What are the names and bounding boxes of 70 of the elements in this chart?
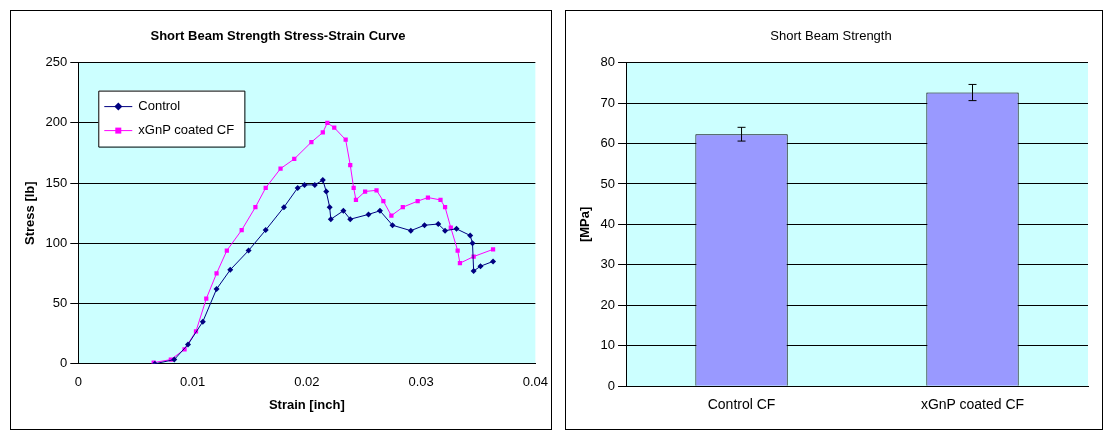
y-tick-label: 50 [600,175,616,191]
point [253,205,258,210]
y-tick-label: 30 [600,256,616,272]
x-tick-label: 0.01 [179,374,206,390]
chart-title: Short Beam Strength [770,28,892,44]
y-tick-label: 60 [600,135,616,151]
point [326,204,333,211]
y-axis-title: Stress [lb] [22,181,38,245]
point [294,184,301,191]
point [469,240,476,247]
point [278,166,283,171]
point [490,258,497,265]
point [347,216,354,223]
point [245,247,252,254]
y-tick-label: 250 [45,54,68,70]
y-tick-label: 10 [600,337,616,353]
point [442,227,449,234]
point [184,341,191,348]
legend-label: Control [138,98,181,114]
point [199,318,206,325]
point [438,197,443,203]
point [376,207,383,214]
y-tick-label: 40 [600,215,616,231]
y-tick-label: 100 [45,234,68,250]
y-tick-label: 150 [45,174,68,190]
legend-label: xGnP coated CF [138,122,235,138]
point [365,211,372,218]
point [280,204,287,211]
point [477,263,484,270]
point [319,177,326,184]
point [227,266,234,273]
point [224,248,229,253]
point [435,221,442,228]
point [407,227,414,234]
x-tick-label: 0.04 [522,374,549,390]
y-tick-label: 80 [600,54,616,70]
point [311,181,318,188]
x-tick-label: Control CF [707,396,776,413]
point [455,248,460,253]
y-tick-label: 200 [45,114,68,130]
y-tick-label: 20 [600,296,616,312]
point [425,195,431,200]
point [323,188,330,195]
point [262,227,269,234]
point [374,188,379,193]
point [213,286,220,293]
point [467,232,474,239]
point [301,181,308,188]
point [470,268,477,275]
point [171,356,178,363]
y-axis-title: [MPa] [577,206,593,243]
y-tick-label: 0 [60,355,68,371]
point [340,207,347,214]
x-tick-label: 0.03 [408,374,434,390]
point [214,271,219,276]
x-tick-label: 0 [74,374,82,390]
chart-title: Short Beam Strength Stress-Strain Curve [150,28,406,44]
point [389,222,396,229]
y-tick-label: 70 [600,94,616,110]
point [309,140,314,145]
x-tick-label: 0.02 [294,374,320,390]
point [389,213,394,218]
point [327,216,334,223]
point [421,222,428,229]
point [325,120,330,125]
x-axis-title: Strain [inch] [268,396,345,412]
y-tick-label: 50 [52,295,68,311]
point [320,130,325,135]
point [453,225,460,232]
point [362,189,368,194]
